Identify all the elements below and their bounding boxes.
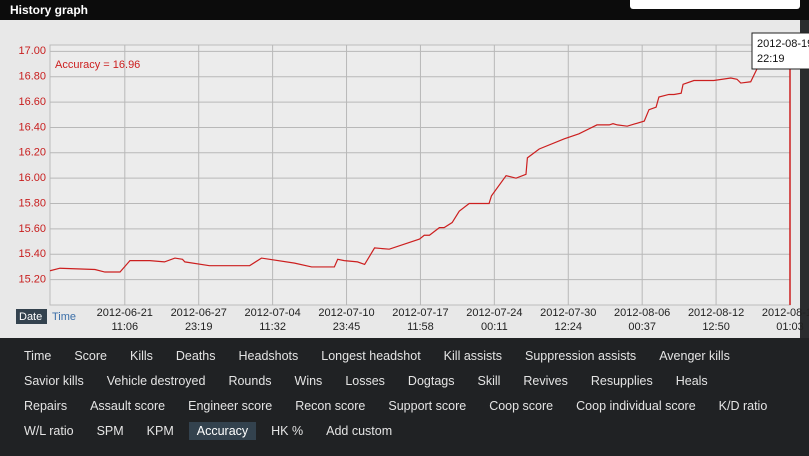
y-tick-label: 16.00 — [18, 172, 46, 184]
date-toggle[interactable]: Time — [52, 311, 76, 323]
tooltip-date: 2012-08-19 — [757, 38, 809, 50]
search-box[interactable] — [630, 0, 800, 9]
panel-edge — [800, 20, 809, 338]
x-tick-label: 2012-07-10 — [318, 307, 374, 319]
metric-button[interactable]: Recon score — [295, 398, 366, 413]
y-tick-label: 16.40 — [18, 121, 46, 133]
metric-button[interactable]: Dogtags — [407, 373, 455, 388]
y-tick-label: 15.40 — [18, 248, 46, 260]
date-toggle[interactable]: Date — [19, 311, 42, 323]
metric-button[interactable]: Deaths — [175, 348, 216, 363]
metric-button[interactable]: Losses — [345, 373, 385, 388]
y-tick-label: 17.00 — [18, 45, 46, 57]
button-row: Repairs Assault score Engineer score Recon … — [16, 393, 806, 418]
x-tick-label: 2012-07-24 — [466, 307, 522, 319]
metric-button[interactable]: Engineer score — [188, 398, 273, 413]
metric-button[interactable]: Accuracy — [188, 421, 257, 440]
chart: 15.20 15.40 15.60 15.80 16.00 16.20 16.40 16.60… — [0, 20, 809, 338]
x-tick-label: 01:03 — [776, 321, 804, 333]
metric-button[interactable]: Rounds — [228, 373, 272, 388]
x-tick-label: 00:37 — [628, 321, 656, 333]
metric-button[interactable]: Score — [74, 348, 107, 363]
x-tick-label: 23:45 — [333, 321, 361, 333]
metric-button[interactable]: Longest headshot — [321, 348, 421, 363]
metric-button[interactable]: Suppression assists — [525, 348, 637, 363]
metric-button[interactable]: SPM — [96, 423, 124, 438]
x-tick-label: 11:06 — [111, 321, 138, 333]
metric-button[interactable]: Assault score — [90, 398, 166, 413]
header-title: History graph — [10, 3, 89, 17]
y-tick-label: 16.20 — [18, 147, 46, 159]
metric-buttons: Time Score Kills Deaths Headshots Longest hea… — [16, 343, 806, 443]
metric-button[interactable]: Resupplies — [590, 373, 653, 388]
metric-button[interactable]: Vehicle destroyed — [106, 373, 206, 388]
metric-button[interactable]: Coop score — [489, 398, 554, 413]
x-tick-label: 2012-08-19 — [762, 307, 809, 319]
metric-button[interactable]: HK % — [271, 423, 304, 438]
metric-button[interactable]: Time — [24, 348, 52, 363]
y-tick-label: 15.20 — [18, 274, 46, 286]
button-row: Savior kills Vehicle destroyed Rounds Wins L… — [16, 368, 806, 393]
x-tick-label: 2012-08-12 — [688, 307, 744, 319]
x-tick-label: 12:50 — [702, 321, 730, 333]
x-tick-label: 00:11 — [481, 321, 508, 333]
x-tick-label: 2012-07-04 — [244, 307, 300, 319]
metric-button[interactable]: Kill assists — [443, 348, 503, 363]
toggle-bg — [16, 309, 47, 324]
annotation: Accuracy = 16.96 — [55, 59, 140, 71]
metric-button[interactable]: Avenger kills — [659, 348, 730, 363]
y-tick-label: 16.80 — [18, 71, 46, 83]
header-bar: History graph — [0, 0, 809, 20]
metric-button[interactable]: Skill — [477, 373, 501, 388]
metric-button[interactable]: Add custom — [326, 423, 393, 438]
y-tick-label: 15.80 — [18, 197, 46, 209]
metric-button[interactable]: Heals — [675, 373, 708, 388]
x-tick-label: 2012-08-06 — [614, 307, 670, 319]
x-tick-label: 23:19 — [185, 321, 213, 333]
y-tick-label: 16.60 — [18, 96, 46, 108]
x-tick-label: 2012-06-21 — [97, 307, 153, 319]
metric-button[interactable]: Revives — [523, 373, 568, 388]
x-tick-label: 2012-07-17 — [392, 307, 448, 319]
data-line — [49, 55, 790, 273]
metric-button[interactable]: K/D ratio — [718, 398, 768, 413]
metric-button[interactable]: Repairs — [24, 398, 68, 413]
metric-button[interactable]: Coop individual score — [576, 398, 696, 413]
tooltip-box — [751, 32, 809, 70]
metric-button[interactable]: Wins — [294, 373, 323, 388]
metric-button[interactable]: W/L ratio — [24, 423, 74, 438]
metric-button[interactable]: Savior kills — [24, 373, 84, 388]
x-tick-label: 12:24 — [555, 321, 583, 333]
metric-button[interactable]: Headshots — [238, 348, 299, 363]
x-tick-label: 2012-06-27 — [171, 307, 227, 319]
tooltip-time: 22:19 — [757, 53, 785, 65]
button-row: W/L ratio SPM KPM Accuracy HK % Add custom — [16, 418, 806, 443]
x-tick-label: 11:32 — [259, 321, 286, 333]
y-tick-label: 15.60 — [18, 223, 46, 235]
metric-button[interactable]: Kills — [129, 348, 153, 363]
x-tick-label: 11:58 — [407, 321, 434, 333]
metric-button[interactable]: Support score — [388, 398, 467, 413]
button-row: Time Score Kills Deaths Headshots Longest hea… — [16, 343, 806, 368]
metric-button[interactable]: KPM — [146, 423, 174, 438]
x-tick-label: 2012-07-30 — [540, 307, 596, 319]
